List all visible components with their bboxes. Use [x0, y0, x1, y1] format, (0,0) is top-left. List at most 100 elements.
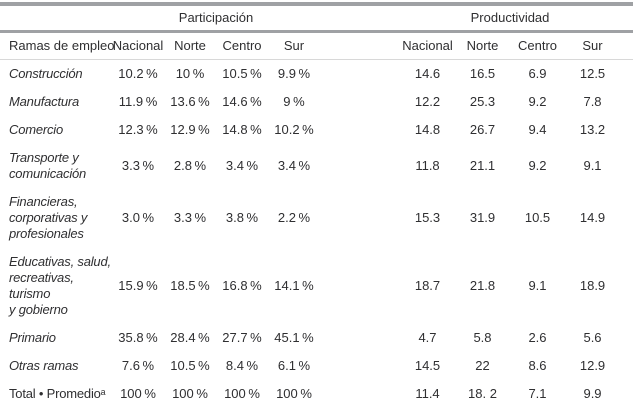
right-spacer — [620, 324, 633, 352]
table-row-financieras: Financieras, corporativas y profesionale… — [0, 188, 633, 248]
value-cell: 14.8 % — [222, 122, 262, 137]
value-cell: 9.1 — [528, 278, 547, 293]
value-cell: 18.7 — [414, 278, 441, 293]
column-header-sur-productividad: Sur — [565, 31, 621, 60]
right-spacer — [620, 380, 633, 401]
row-label: Construcción — [9, 66, 83, 81]
value-cell: 2.2 % — [277, 210, 311, 225]
row-label: Comercio — [9, 122, 64, 137]
value-cell: 3.8 % — [225, 210, 259, 225]
column-header-nacional-productividad: Nacional — [400, 31, 455, 60]
value-cell: 26.7 — [469, 122, 496, 137]
row-label: Otras ramas — [9, 358, 79, 373]
value-cell: 16.8 % — [222, 278, 262, 293]
value-cell: 14.6 % — [222, 94, 262, 109]
row-header-spacer — [0, 2, 112, 33]
value-cell: 9.4 — [528, 122, 547, 137]
value-cell: 11.4 — [400, 380, 455, 401]
value-cell: 12.9 % — [170, 122, 210, 137]
value-cell: 21.1 — [469, 158, 496, 173]
value-cell: 12.5 — [579, 66, 606, 81]
group-header-productividad: Productividad — [400, 2, 621, 33]
column-gap — [320, 60, 400, 89]
value-cell: 12.3 % — [118, 122, 158, 137]
value-cell: 15.3 — [414, 210, 441, 225]
column-header-norte-productividad: Norte — [455, 31, 510, 60]
value-cell: 7.8 — [583, 94, 602, 109]
value-cell: 6.9 — [528, 66, 547, 81]
column-gap — [320, 88, 400, 116]
column-header-row: Ramas de empleo Nacional Norte Centro Su… — [0, 31, 633, 60]
table-row-educativas: Educativas, salud, recreativas, turismo … — [0, 248, 633, 324]
value-cell: 31.9 — [469, 210, 496, 225]
value-cell: 9.9 — [565, 380, 621, 401]
value-cell: 21.8 — [469, 278, 496, 293]
value-cell: 100 % — [216, 380, 268, 401]
column-header-sur-participacion: Sur — [268, 31, 320, 60]
value-cell: 12.2 — [414, 94, 441, 109]
value-cell: 7.6 % — [121, 358, 155, 373]
column-gap — [320, 2, 400, 33]
value-cell: 15.9 % — [118, 278, 158, 293]
right-spacer — [620, 2, 633, 33]
column-gap — [320, 324, 400, 352]
value-cell: 3.3 % — [121, 158, 155, 173]
table-row-otras-ramas: Otras ramas 7.6 % 10.5 % 8.4 % 6.1 % 14.… — [0, 352, 633, 380]
right-spacer — [620, 352, 633, 380]
value-cell: 7.1 — [510, 380, 565, 401]
value-cell: 10 % — [175, 66, 205, 81]
value-cell: 11.8 — [415, 158, 440, 173]
value-cell: 3.3 % — [173, 210, 207, 225]
value-cell: 22 — [475, 358, 490, 373]
value-cell: 28.4 % — [170, 330, 210, 345]
value-cell: 18.9 — [579, 278, 606, 293]
value-cell: 100 % — [164, 380, 216, 401]
column-header-nacional-participacion: Nacional — [112, 31, 164, 60]
column-gap — [320, 31, 400, 60]
right-spacer — [620, 31, 633, 60]
value-cell: 18.5 % — [170, 278, 210, 293]
right-spacer — [620, 88, 633, 116]
column-gap — [320, 352, 400, 380]
right-spacer — [620, 60, 633, 89]
value-cell: 10.5 — [524, 210, 551, 225]
value-cell: 10.5 % — [170, 358, 210, 373]
row-label: Total • Promedioᵃ — [0, 380, 112, 401]
value-cell: 3.4 % — [225, 158, 259, 173]
value-cell: 4.7 — [418, 330, 437, 345]
row-header-label: Ramas de empleo — [0, 31, 115, 60]
value-cell: 25.3 — [469, 94, 496, 109]
value-cell: 5.8 — [473, 330, 492, 345]
row-label: Manufactura — [9, 94, 80, 109]
value-cell: 11.9 % — [118, 94, 158, 109]
column-gap — [320, 144, 400, 188]
column-gap — [320, 116, 400, 144]
value-cell: 3.0 % — [121, 210, 155, 225]
value-cell: 5.6 — [583, 330, 602, 345]
value-cell: 14.9 — [579, 210, 606, 225]
column-gap — [320, 248, 400, 324]
column-header-centro-productividad: Centro — [510, 31, 565, 60]
right-spacer — [620, 248, 633, 324]
row-label: Educativas, salud, recreativas, turismo … — [9, 254, 111, 317]
group-header-participacion: Participación — [112, 2, 320, 33]
right-spacer — [620, 188, 633, 248]
value-cell: 3.4 % — [277, 158, 311, 173]
value-cell: 10.5 % — [222, 66, 262, 81]
value-cell: 10.2 % — [274, 122, 314, 137]
value-cell: 12.9 — [579, 358, 606, 373]
value-cell: 18. 2 — [455, 380, 510, 401]
table-row-transporte: Transporte y comunicación 3.3 % 2.8 % 3.… — [0, 144, 633, 188]
table-row-total-promedio: Total • Promedioᵃ 100 % 100 % 100 % 100 … — [0, 380, 633, 401]
right-spacer — [620, 144, 633, 188]
row-label: Financieras, corporativas y profesionale… — [9, 194, 88, 241]
group-header-row: Participación Productividad — [0, 2, 633, 33]
row-label: Primario — [9, 330, 56, 345]
column-header-norte-participacion: Norte — [164, 31, 216, 60]
value-cell: 14.6 — [414, 66, 441, 81]
value-cell: 14.5 — [414, 358, 441, 373]
value-cell: 8.4 % — [225, 358, 259, 373]
value-cell: 14.8 — [414, 122, 441, 137]
